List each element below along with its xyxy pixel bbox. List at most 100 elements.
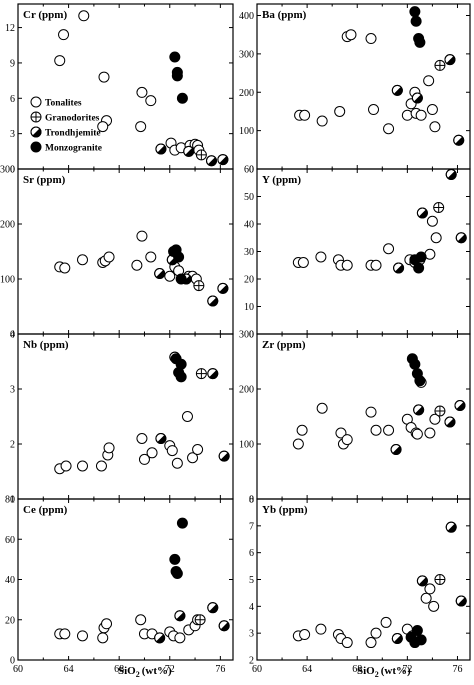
panel-title: Nb (ppm) <box>23 339 69 351</box>
legend-item-solid: Monzogranite <box>30 141 102 154</box>
data-point-half <box>416 575 428 587</box>
data-point-open <box>136 433 148 444</box>
data-point-open <box>401 109 413 121</box>
plot-frame <box>17 168 234 335</box>
data-point-open <box>424 427 436 439</box>
y-tick-label: 0 <box>249 165 254 176</box>
data-point-open <box>135 121 147 133</box>
data-point-open <box>370 424 382 436</box>
y-tick-label: 3 <box>10 385 15 396</box>
data-point-half <box>206 155 217 167</box>
legend-label: Trondhjemite <box>45 129 101 139</box>
x-axis-title: SiO2 (wt%) <box>357 665 411 679</box>
data-point-open <box>164 270 176 282</box>
legend-label: Granodorites <box>45 114 100 124</box>
legend-label: Monzogranite <box>45 144 102 154</box>
data-point-open <box>78 10 90 22</box>
legend-item-cross: Granodorites <box>30 111 100 124</box>
plot-frame <box>256 168 471 335</box>
data-point-cross <box>434 574 446 585</box>
panel-sr: Sr (ppm) 0 100 200 300 <box>0 165 234 341</box>
data-point-solid <box>173 251 185 263</box>
legend-marker-solid <box>30 141 42 153</box>
y-tick-label: 100 <box>239 440 254 451</box>
panel-title: Ba (ppm) <box>262 9 307 21</box>
data-point-solid <box>414 36 426 48</box>
y-tick-label: 8 <box>249 495 254 506</box>
data-point-solid <box>171 70 183 82</box>
data-point-open <box>181 411 193 422</box>
data-point-cross <box>194 614 206 626</box>
data-point-solid <box>410 15 422 27</box>
data-point-half <box>393 262 405 274</box>
data-point-open <box>299 109 311 121</box>
data-point-solid <box>176 92 188 104</box>
y-tick-label: 0 <box>249 495 254 506</box>
x-tick-label: 64 <box>302 664 312 675</box>
y-tick-label: 30 <box>244 247 254 258</box>
y-tick-label: 0 <box>10 656 15 667</box>
data-point-open <box>411 428 423 440</box>
y-tick-label: 10 <box>244 302 254 313</box>
legend-item-open: Tonalites <box>30 96 82 109</box>
data-point-open <box>370 627 382 639</box>
data-point-cross <box>434 59 446 71</box>
data-point-half <box>444 416 456 428</box>
y-tick-label: 50 <box>244 192 254 203</box>
data-point-open <box>334 105 346 117</box>
data-point-cross <box>193 280 205 292</box>
data-point-open <box>341 259 353 271</box>
panel-title: Zr (ppm) <box>262 339 306 351</box>
x-tick-label: 76 <box>452 664 462 675</box>
data-point-open <box>59 262 71 274</box>
data-point-open <box>420 592 432 604</box>
data-point-open <box>131 259 143 271</box>
data-point-half <box>411 92 423 104</box>
data-point-open <box>135 614 147 626</box>
y-tick-label: 6 <box>249 548 254 559</box>
y-tick-label: 1 <box>10 495 15 506</box>
legend-marker-open <box>30 96 42 108</box>
y-tick-label: 300 <box>239 330 254 341</box>
data-point-open <box>383 243 395 255</box>
data-point-solid <box>175 358 187 370</box>
data-point-open <box>316 402 328 414</box>
data-point-half <box>174 610 186 622</box>
data-point-solid <box>413 262 425 274</box>
panel-yb: Yb (ppm) 2 3 4 5 6 7 8 60 64 68 72 76 <box>249 495 471 675</box>
data-point-open <box>297 257 309 268</box>
panel-y: Y (ppm) 0 10 20 30 40 50 60 <box>244 165 471 341</box>
data-point-half <box>217 282 229 294</box>
data-point-solid <box>415 634 427 646</box>
data-point-half <box>183 145 195 157</box>
data-point-cross <box>195 368 207 380</box>
data-point-solid <box>169 51 181 63</box>
data-point-solid <box>409 358 421 370</box>
x-tick-label: 60 <box>13 664 23 675</box>
data-point-open <box>365 406 377 418</box>
data-point-open <box>292 438 304 450</box>
data-point-half <box>207 602 219 614</box>
data-point-open <box>426 104 438 116</box>
data-point-open <box>136 230 148 242</box>
data-point-open <box>423 75 435 87</box>
y-tick-label: 3 <box>10 129 15 140</box>
y-tick-label: 2 <box>249 656 254 667</box>
data-point-solid <box>415 251 427 263</box>
data-point-open <box>315 623 327 635</box>
data-point-open <box>383 123 395 135</box>
data-point-solid <box>175 371 187 383</box>
y-tick-label: 200 <box>0 220 15 231</box>
data-point-half <box>218 450 230 462</box>
data-point-half <box>453 134 465 146</box>
symbol-legend: Tonalites Granodorites Trondhjemite Monzogr… <box>30 96 102 154</box>
x-tick-label: 68 <box>114 664 124 675</box>
data-point-open <box>103 251 115 263</box>
data-point-open <box>345 29 357 41</box>
y-tick-label: 60 <box>5 535 15 546</box>
data-point-open <box>101 618 113 630</box>
y-tick-label: 6 <box>10 94 15 105</box>
data-point-solid <box>169 553 181 565</box>
y-tick-label: 400 <box>239 11 254 22</box>
y-tick-label: 0 <box>249 330 254 341</box>
